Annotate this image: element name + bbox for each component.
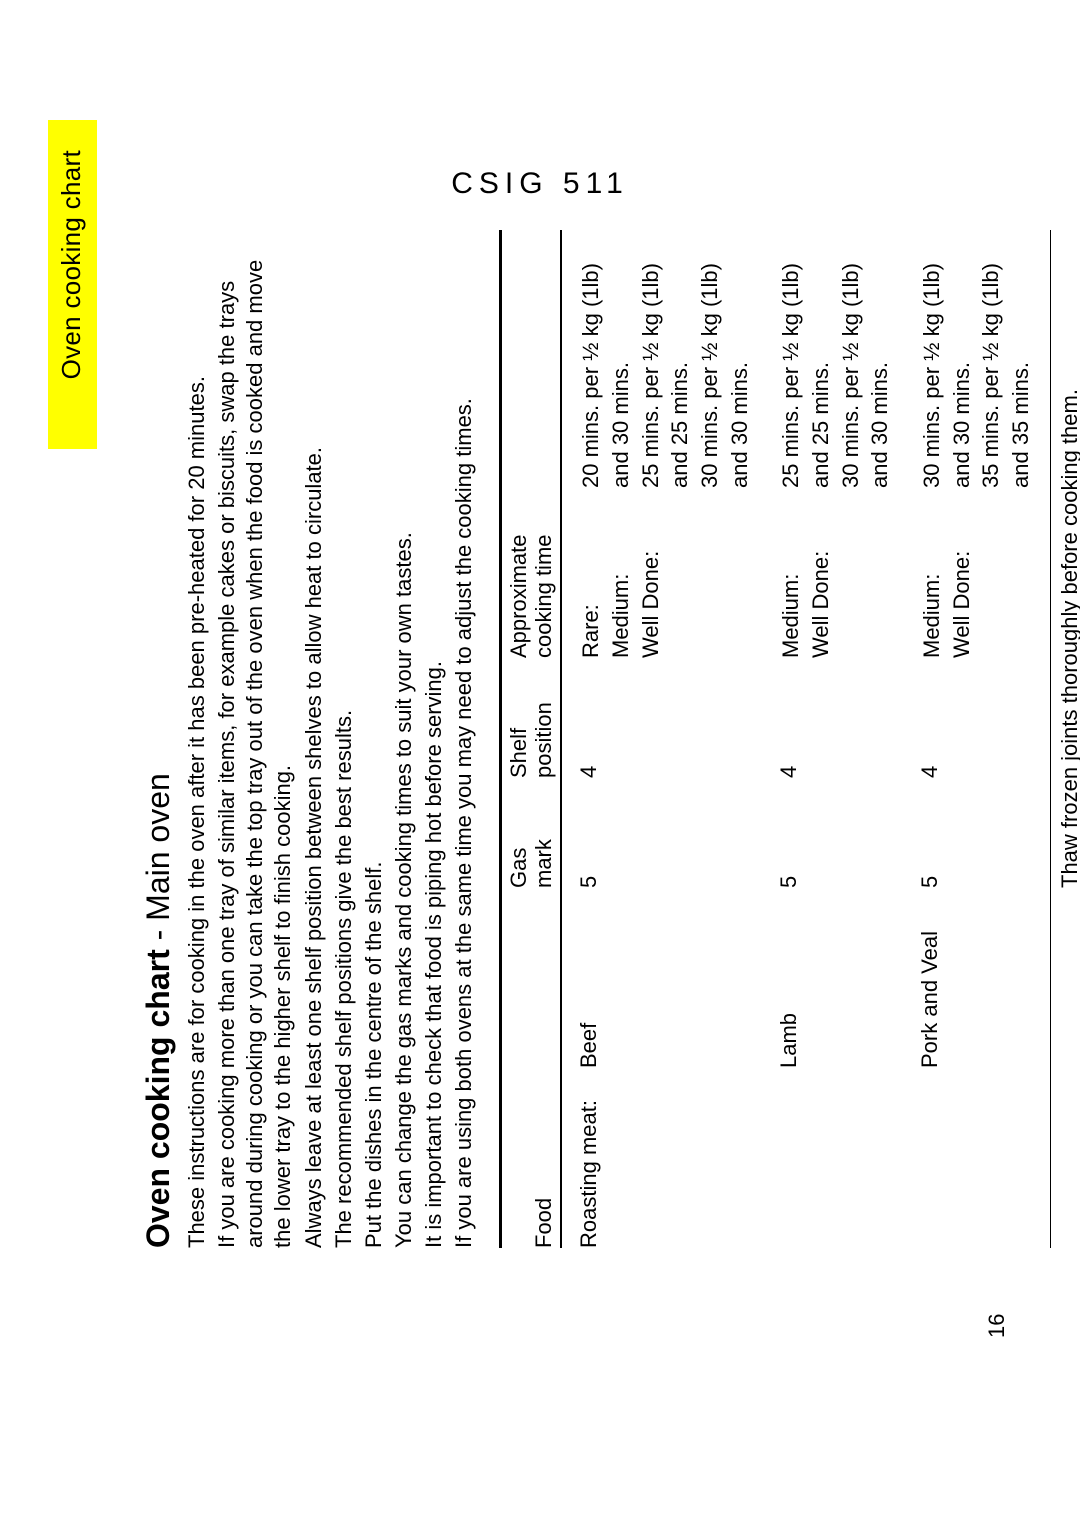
cell-doneness: Medium: Well Done: (917, 488, 976, 658)
instruction-line: These instructions are for cooking in th… (183, 230, 211, 1248)
cell-item: Beef (576, 888, 602, 1068)
col-food: Food (506, 1068, 557, 1248)
cell-times: 25 mins. per ½ kg (1lb) and 25 mins. 30 … (776, 230, 895, 488)
page-number: 16 (984, 1314, 1010, 1338)
instruction-line: The recommended shelf positions give the… (330, 230, 358, 1248)
page-rotated-wrapper: Oven cooking chart CSIG 511 16 Oven cook… (0, 0, 1080, 1528)
cell-shelf: 4 (776, 658, 802, 778)
cell-times: 30 mins. per ½ kg (1lb) and 30 mins. 35 … (917, 230, 1036, 488)
cell-doneness: Medium: Well Done: (776, 488, 835, 658)
chart-row: Pork and Veal 5 4 Medium: Well Done: 30 … (909, 230, 1050, 1248)
cell-times: 20 mins. per ½ kg (1lb) and 30 mins. 25 … (576, 230, 754, 488)
title-main: Oven cooking chart (140, 949, 176, 1248)
model-code: CSIG 511 (451, 167, 629, 201)
cell-category: Roasting meat: (576, 1068, 602, 1248)
chart-footnote: Thaw frozen joints thoroughly before coo… (1057, 230, 1080, 888)
col-time: Approximate cooking time (506, 230, 557, 658)
chart-row: Roasting meat: Beef 5 4 Rare: Medium: We… (568, 230, 768, 1248)
cooking-chart: Food Gas mark Shelf position Approximate… (499, 230, 1080, 1248)
chart-row: Lamb 5 4 Medium: Well Done: 25 mins. per… (768, 230, 909, 1248)
instruction-line: If you are using both ovens at the same … (450, 230, 478, 1248)
cell-gas: 5 (917, 778, 943, 888)
instruction-line: If you are cooking more than one tray of… (213, 230, 297, 1248)
instruction-line: Put the dishes in the centre of the shel… (360, 230, 388, 1248)
col-shelf: Shelf position (506, 658, 557, 778)
cell-gas: 5 (776, 778, 802, 888)
section-tab: Oven cooking chart (48, 120, 97, 449)
page-title: Oven cooking chart - Main oven (140, 230, 177, 1248)
instruction-line: You can change the gas marks and cooking… (390, 230, 418, 1248)
cell-shelf: 4 (576, 658, 602, 778)
page-content: Oven cooking chart CSIG 511 16 Oven cook… (0, 0, 1080, 1528)
chart-header-row: Food Gas mark Shelf position Approximate… (506, 230, 563, 1248)
cell-gas: 5 (576, 778, 602, 888)
col-gas: Gas mark (506, 778, 557, 888)
instruction-line: Always leave at least one shelf position… (300, 230, 328, 1248)
cell-doneness: Rare: Medium: Well Done: (576, 488, 665, 658)
chart-footnote-row: Thaw frozen joints thoroughly before coo… (1050, 230, 1080, 1248)
instruction-line: It is important to check that food is pi… (420, 230, 448, 1248)
cell-shelf: 4 (917, 658, 943, 778)
cell-item: Pork and Veal (917, 888, 943, 1068)
cell-item: Lamb (776, 888, 802, 1068)
title-sub: - Main oven (140, 773, 176, 949)
